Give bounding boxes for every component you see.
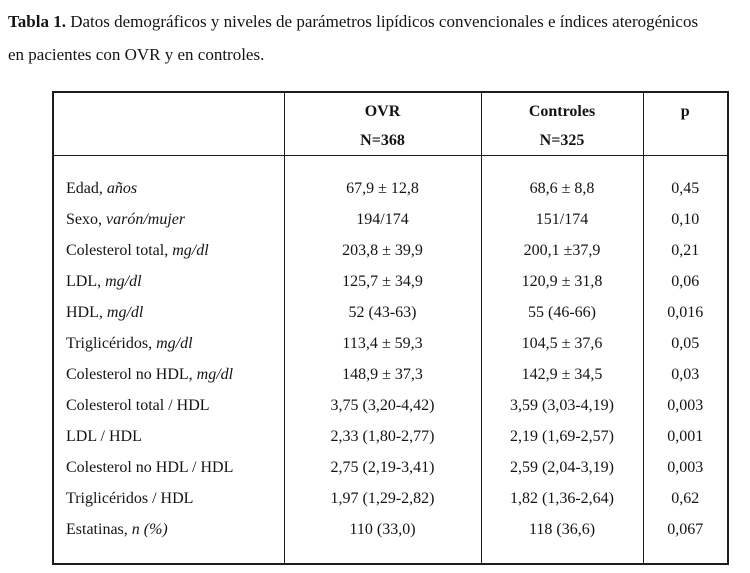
ovr-value: 203,8 ± 39,9	[283, 235, 481, 266]
row-label-text: Triglicéridos / HDL	[66, 489, 194, 507]
header-ovr-n: N=368	[360, 132, 405, 149]
table-row-hdl: HDL, mg/dl 52 (43-63) 55 (46-66) 0,016	[53, 297, 728, 328]
row-label-text: Sexo,	[66, 210, 106, 228]
ovr-value: 52 (43-63)	[283, 297, 481, 328]
table-row-ldl-hdl-ratio: LDL / HDL 2,33 (1,80-2,77) 2,19 (1,69-2,…	[53, 421, 728, 452]
ovr-value: 1,97 (1,29-2,82)	[283, 483, 481, 514]
header-ovr-label: OVR	[364, 103, 401, 120]
row-label-unit: mg/dl	[105, 272, 142, 290]
p-value: 0,003	[642, 390, 728, 421]
header-ovr-cell: OVR N=368	[283, 92, 481, 156]
row-label: Colesterol total, mg/dl	[53, 235, 284, 266]
p-value: 0,21	[642, 235, 728, 266]
row-label-text: Colesterol no HDL,	[66, 365, 197, 383]
controles-value: 2,19 (1,69-2,57)	[480, 421, 643, 452]
row-label-text: LDL,	[66, 272, 106, 290]
controles-value: 1,82 (1,36-2,64)	[480, 483, 643, 514]
row-label: LDL / HDL	[53, 421, 284, 452]
p-value: 0,067	[642, 514, 728, 564]
row-label: LDL, mg/dl	[53, 266, 284, 297]
row-label: Triglicéridos, mg/dl	[53, 328, 284, 359]
caption-line-1: Tabla 1. Datos demográficos y niveles de…	[8, 5, 746, 38]
caption-text-1: Datos demográficos y niveles de parámetr…	[65, 12, 699, 31]
row-label: Colesterol total / HDL	[53, 390, 284, 421]
ovr-value: 2,33 (1,80-2,77)	[283, 421, 481, 452]
row-label-unit: mg/dl	[196, 365, 234, 383]
row-label: Colesterol no HDL / HDL	[53, 452, 284, 483]
p-value: 0,06	[642, 266, 728, 297]
controles-value: 200,1 ±37,9	[480, 235, 643, 266]
row-label: Edad, años	[53, 156, 284, 205]
table-row-colesterol-no-hdl: Colesterol no HDL, mg/dl 148,9 ± 37,3 14…	[53, 359, 728, 390]
row-label-text: Estatinas,	[66, 520, 132, 538]
p-value: 0,016	[642, 297, 728, 328]
table-header: OVR N=368 Controles N=325 p	[53, 92, 728, 156]
caption-table-number: Tabla 1.	[8, 12, 66, 31]
ovr-value: 3,75 (3,20-4,42)	[283, 390, 481, 421]
ovr-value: 194/174	[283, 204, 481, 235]
table-body: Edad, años 67,9 ± 12,8 68,6 ± 8,8 0,45 S…	[53, 155, 728, 564]
controles-value: 151/174	[480, 204, 643, 235]
table-row-estatinas: Estatinas, n (%) 110 (33,0) 118 (36,6) 0…	[53, 514, 728, 564]
header-row: OVR N=368 Controles N=325 p	[53, 92, 728, 156]
p-value: 0,45	[642, 155, 728, 204]
row-label-text: Edad,	[66, 179, 107, 197]
ovr-value: 113,4 ± 59,3	[283, 328, 481, 359]
header-p-cell: p	[642, 92, 728, 156]
row-label-text: Colesterol total,	[66, 241, 173, 259]
row-label-text: HDL,	[66, 303, 107, 321]
row-label: Estatinas, n (%)	[53, 514, 284, 564]
ovr-value: 148,9 ± 37,3	[283, 359, 481, 390]
table-row-ldl: LDL, mg/dl 125,7 ± 34,9 120,9 ± 31,8 0,0…	[53, 266, 728, 297]
table-caption: Tabla 1. Datos demográficos y niveles de…	[8, 5, 746, 71]
controles-value: 118 (36,6)	[480, 514, 643, 564]
row-label-unit: n (%)	[131, 520, 168, 538]
ovr-value: 125,7 ± 34,9	[283, 266, 481, 297]
row-label: Sexo, varón/mujer	[53, 204, 284, 235]
p-value: 0,003	[642, 452, 728, 483]
header-p-label: p	[680, 103, 690, 120]
caption-line-2: en pacientes con OVR y en controles.	[8, 45, 265, 64]
controles-value: 2,59 (2,04-3,19)	[480, 452, 643, 483]
p-value: 0,62	[642, 483, 728, 514]
ovr-value: 110 (33,0)	[283, 514, 481, 564]
p-value: 0,001	[642, 421, 728, 452]
header-controles-label: Controles	[528, 103, 596, 120]
table-row-sexo: Sexo, varón/mujer 194/174 151/174 0,10	[53, 204, 728, 235]
row-label: Colesterol no HDL, mg/dl	[53, 359, 284, 390]
ovr-value: 67,9 ± 12,8	[283, 155, 481, 204]
row-label: Triglicéridos / HDL	[53, 483, 284, 514]
controles-value: 3,59 (3,03-4,19)	[480, 390, 643, 421]
header-empty-cell	[53, 92, 284, 156]
row-label: HDL, mg/dl	[53, 297, 284, 328]
ovr-value: 2,75 (2,19-3,41)	[283, 452, 481, 483]
p-value: 0,03	[642, 359, 728, 390]
table-row-edad: Edad, años 67,9 ± 12,8 68,6 ± 8,8 0,45	[53, 155, 728, 205]
p-value: 0,10	[642, 204, 728, 235]
controles-value: 120,9 ± 31,8	[480, 266, 643, 297]
header-controles-cell: Controles N=325	[480, 92, 643, 156]
row-label-unit: mg/dl	[172, 241, 209, 259]
p-value: 0,05	[642, 328, 728, 359]
row-label-text: Colesterol total / HDL	[66, 396, 210, 414]
header-controles-n: N=325	[539, 132, 585, 149]
row-label-text: Colesterol no HDL / HDL	[66, 458, 234, 476]
table-row-trigliceridos-hdl-ratio: Triglicéridos / HDL 1,97 (1,29-2,82) 1,8…	[53, 483, 728, 514]
table-row-colesterol-total: Colesterol total, mg/dl 203,8 ± 39,9 200…	[53, 235, 728, 266]
table-row-colesterol-total-hdl-ratio: Colesterol total / HDL 3,75 (3,20-4,42) …	[53, 390, 728, 421]
row-label-unit: mg/dl	[156, 334, 193, 352]
row-label-text: Triglicéridos,	[66, 334, 157, 352]
controles-value: 142,9 ± 34,5	[480, 359, 643, 390]
controles-value: 104,5 ± 37,6	[480, 328, 643, 359]
row-label-unit: varón/mujer	[106, 210, 186, 228]
row-label-unit: mg/dl	[106, 303, 144, 321]
controles-value: 68,6 ± 8,8	[480, 155, 643, 204]
table-row-trigliceridos: Triglicéridos, mg/dl 113,4 ± 59,3 104,5 …	[53, 328, 728, 359]
row-label-unit: años	[106, 179, 138, 197]
controles-value: 55 (46-66)	[480, 297, 643, 328]
table-row-colesterol-no-hdl-hdl-ratio: Colesterol no HDL / HDL 2,75 (2,19-3,41)…	[53, 452, 728, 483]
row-label-text: LDL / HDL	[66, 427, 142, 445]
demographics-lipids-table: OVR N=368 Controles N=325 p Edad, años 6…	[52, 91, 729, 565]
